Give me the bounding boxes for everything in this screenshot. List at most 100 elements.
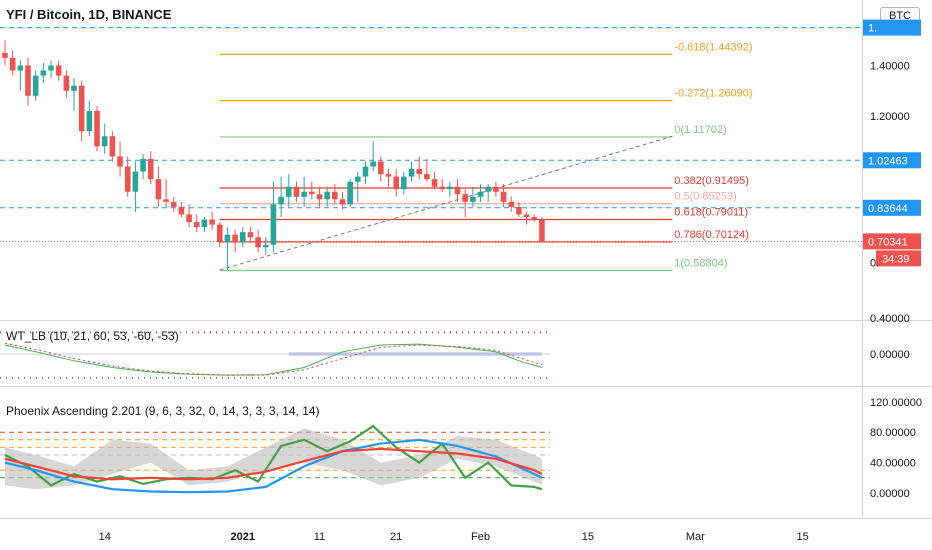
candle-body: [262, 244, 269, 248]
wt-axis-tick: 0.00000: [870, 349, 910, 361]
candle-body: [55, 65, 62, 76]
trend-line: [219, 135, 673, 271]
candle-body: [500, 191, 507, 202]
countdown-tag: [876, 250, 921, 267]
candle-body: [48, 65, 54, 71]
price-axis-tick: 1.20000: [870, 111, 910, 123]
candle-body: [401, 176, 407, 190]
phoenix-axis-tick: 0.00000: [870, 488, 910, 500]
chart-title: YFI / Bitcoin, 1D, BINANCE: [6, 7, 172, 22]
wt-indicator-title[interactable]: WT_LB (10, 21, 60, 53, -60, -53): [6, 329, 179, 343]
candle-body: [493, 186, 499, 192]
fib-level-label: -0.618(1.44392): [674, 41, 752, 53]
candle-body: [178, 206, 185, 215]
price-axis-tick: 0.40000: [870, 313, 910, 325]
wt-series-wt1: [4, 343, 543, 376]
phoenix-indicator-title[interactable]: Phoenix Ascending 2.201 (9, 6, 3, 32, 0,…: [6, 404, 320, 418]
candle-body: [477, 191, 484, 197]
candle-body: [32, 75, 39, 96]
candle-body: [470, 196, 476, 202]
candle-body: [447, 186, 453, 190]
candle-body: [132, 171, 139, 192]
candle-body: [186, 214, 192, 223]
candle-body: [224, 234, 231, 243]
candle-body: [339, 199, 346, 205]
price-tag: [863, 19, 921, 36]
last-price-label: 0.70341: [868, 236, 908, 248]
candle-body: [293, 186, 300, 197]
candle-body: [523, 214, 530, 217]
phoenix-series-green: [4, 424, 543, 491]
candle-body: [232, 234, 238, 243]
candle-body: [109, 136, 116, 157]
candle-body: [416, 169, 422, 175]
candle-body: [2, 52, 8, 58]
candle-body: [324, 191, 330, 200]
candle-body: [201, 219, 208, 228]
last-price-tag: [863, 233, 921, 250]
candle-body: [378, 161, 384, 175]
candle-body: [408, 169, 415, 177]
time-axis-tick: 15: [582, 531, 594, 543]
candle-body: [316, 194, 323, 200]
candle-body: [439, 186, 445, 190]
candle-body: [454, 186, 461, 195]
fib-level-label: 0.618(0.79011): [674, 206, 748, 218]
price-tag-label: 1.02463: [868, 155, 908, 167]
fib-level-label: -0.272(1.26090): [674, 88, 752, 100]
fib-level-label: 0(1.11702): [674, 124, 726, 136]
time-axis-tick: 15: [797, 531, 809, 543]
candle-body: [309, 191, 315, 195]
candle-body: [347, 181, 353, 205]
candle-body: [247, 232, 254, 238]
candle-body: [278, 196, 284, 205]
candle-body: [516, 206, 522, 215]
candle-body: [239, 232, 246, 243]
price-tag-label: 0.83644: [868, 203, 908, 215]
candle-body: [485, 186, 492, 192]
time-axis-tick: 2021: [231, 531, 255, 543]
candle-body: [539, 219, 545, 243]
candle-body: [301, 191, 307, 197]
fib-level-label: 0.382(0.91495): [674, 175, 749, 187]
price-tag: [863, 152, 921, 169]
candle-body: [147, 158, 154, 180]
phoenix-series-blue: [4, 438, 543, 494]
candle-body: [285, 186, 292, 197]
countdown-label: 34:39: [882, 253, 910, 265]
candle-body: [140, 158, 146, 172]
time-axis-tick: 21: [390, 531, 402, 543]
price-tag-label: 1.: [868, 23, 877, 35]
price-axis-tick: 1.40000: [870, 61, 910, 73]
phoenix-axis-tick: 40.00000: [870, 458, 916, 470]
candle-body: [270, 204, 277, 245]
fib-level-label: 1(0.58804): [674, 258, 727, 270]
candle-body: [40, 70, 47, 76]
time-axis-tick: 11: [314, 531, 325, 543]
candle-body: [78, 85, 85, 132]
wt-series-wt2: [4, 342, 543, 376]
candle-body: [393, 176, 399, 190]
candle-body: [71, 85, 77, 91]
time-axis-tick: Mar: [686, 531, 705, 543]
candle-body: [332, 191, 338, 200]
wt-area: [288, 352, 542, 356]
fib-level-label: 0.5(0.85253): [674, 191, 736, 203]
candle-body: [462, 194, 468, 202]
candle-body: [355, 176, 361, 182]
candle-body: [170, 201, 177, 207]
candle-body: [163, 199, 169, 202]
candle-body: [124, 166, 131, 192]
candle-body: [508, 201, 515, 207]
candle-body: [63, 75, 70, 91]
fib-level-label: 0.786(0.70124): [674, 229, 749, 241]
candle-body: [9, 57, 16, 71]
candle-body: [255, 237, 261, 248]
candle-body: [86, 110, 93, 132]
candle-body: [155, 179, 162, 200]
candle-body: [216, 224, 223, 243]
candle-body: [193, 222, 200, 228]
candle-body: [370, 161, 376, 167]
candle-body: [17, 65, 24, 71]
